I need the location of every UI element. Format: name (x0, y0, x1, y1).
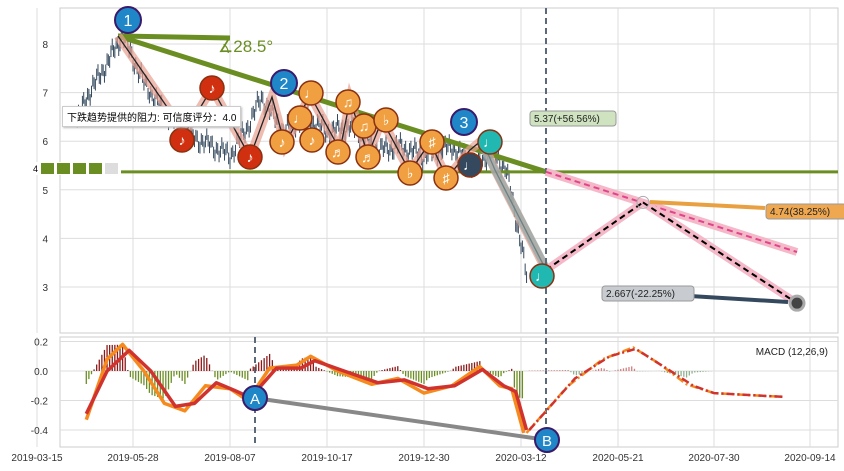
projection-line (545, 170, 798, 253)
target-down-label-box (601, 285, 695, 302)
divergence-line (254, 396, 548, 442)
note-marker-glyph: ♯ (429, 134, 437, 150)
note-marker-icon (373, 107, 399, 133)
note-marker-glyph: ♬ (331, 144, 345, 160)
x-tick-label: 2020-09-14 (784, 453, 836, 464)
macd-y-tick-label: 0.0 (34, 367, 48, 378)
target-up-label: 4.74(38.25%) (770, 207, 830, 218)
y-tick-label: 7 (42, 89, 48, 100)
note-marker-glyph: ♪ (279, 134, 286, 150)
rating-star-icon (41, 163, 55, 174)
note-marker-glyph: ♪ (309, 132, 316, 148)
note-marker-icon (335, 89, 361, 115)
rating-empty-icon (105, 163, 119, 174)
note-marker-icon (287, 105, 313, 131)
y-tick-label: 4 (42, 234, 48, 245)
y-tick-label: 8 (42, 40, 48, 51)
rating-star-icon (73, 163, 87, 174)
note-marker-icon (477, 129, 503, 155)
note-marker-icon (433, 165, 459, 191)
wave-marker-label: 3 (460, 115, 469, 132)
divergence-marker-label: A (250, 391, 260, 408)
x-tick-label: 2019-08-07 (204, 453, 256, 464)
divergence-marker-B (534, 427, 560, 453)
rating-star-icon (89, 163, 103, 174)
target-up-label-box (765, 203, 844, 220)
note-marker-glyph: ♩ (304, 85, 318, 101)
note-marker-icon (325, 139, 351, 165)
note-marker-glyph: ♫ (359, 118, 370, 134)
note-marker-icon (457, 152, 483, 178)
projection-line (642, 201, 798, 305)
target-down-point (788, 294, 806, 312)
target-up-arrow (649, 200, 766, 210)
target-up-point (636, 195, 650, 209)
resistance-value-label: 5.37(+56.56%) (534, 114, 600, 125)
note-marker-glyph: ♩ (535, 268, 549, 284)
dea-line (84, 348, 529, 431)
note-marker-glyph: ♯ (443, 170, 451, 186)
note-marker-glyph: ♩ (483, 134, 497, 150)
x-tick-label: 2020-05-21 (592, 453, 644, 464)
wave-marker-label: 1 (124, 13, 133, 30)
target-down-label: 2.667(-22.25%) (606, 289, 675, 300)
note-marker-glyph: ♭ (407, 165, 414, 181)
note-marker-glyph: ♩ (293, 110, 307, 126)
note-marker-icon (298, 80, 324, 106)
x-tick-label: 2019-10-17 (301, 453, 353, 464)
x-tick-label: 2020-07-30 (688, 453, 740, 464)
note-marker-icon (397, 160, 423, 186)
note-marker-icon (529, 263, 555, 289)
target-down-arrow (689, 294, 789, 304)
note-marker-icon (269, 129, 295, 155)
x-tick-label: 2019-12-30 (398, 453, 450, 464)
note-marker-icon (355, 144, 381, 170)
note-marker-icon (237, 144, 263, 170)
note-marker-glyph: ♬ (361, 149, 375, 165)
note-marker-icon (169, 127, 195, 153)
note-marker-icon (299, 127, 325, 153)
rating-badge: 4 (30, 162, 122, 175)
wave-marker-label: 2 (280, 76, 289, 93)
note-marker-icon (419, 129, 445, 155)
note-marker-glyph: ♪ (209, 80, 216, 96)
macd-y-tick-label: 0.2 (34, 338, 48, 349)
note-marker-glyph: ♭ (383, 112, 390, 128)
crash-band (478, 143, 550, 270)
divergence-marker-A (242, 385, 268, 411)
x-tick-label: 2020-03-12 (495, 453, 547, 464)
rating-label: 4 (33, 163, 39, 174)
projection-band (543, 199, 646, 274)
dea-projection-line (528, 347, 783, 431)
angle-label: ∡28.5° (218, 37, 273, 56)
y-tick-label: 3 (42, 283, 48, 294)
wave-marker-1 (114, 6, 142, 34)
resistance-value-label-box (529, 110, 617, 127)
dif-line (84, 342, 526, 434)
note-marker-glyph: ♫ (343, 94, 354, 110)
wave-marker-3 (450, 108, 478, 136)
angle-reference-line (117, 33, 231, 41)
x-tick-label: 2019-05-28 (107, 453, 159, 464)
y-tick-label: 5 (42, 186, 48, 197)
macd-title: MACD (12,26,9) (756, 347, 828, 358)
macd-y-tick-label: -0.4 (31, 426, 49, 437)
note-marker-icon (199, 75, 225, 101)
wave-marker-2 (270, 69, 298, 97)
divergence-marker-label: B (542, 433, 552, 450)
note-marker-glyph: ♩ (463, 157, 477, 173)
resistance-tooltip: 下跌趋势提供的阻力: 可信度评分：4.0 (62, 106, 242, 127)
macd-y-tick-label: -0.2 (31, 397, 49, 408)
note-marker-glyph: ♪ (179, 132, 186, 148)
y-tick-label: 6 (42, 137, 48, 148)
x-tick-label: 2019-03-15 (11, 453, 63, 464)
note-marker-glyph: ♪ (247, 149, 254, 165)
rating-star-icon (57, 163, 71, 174)
